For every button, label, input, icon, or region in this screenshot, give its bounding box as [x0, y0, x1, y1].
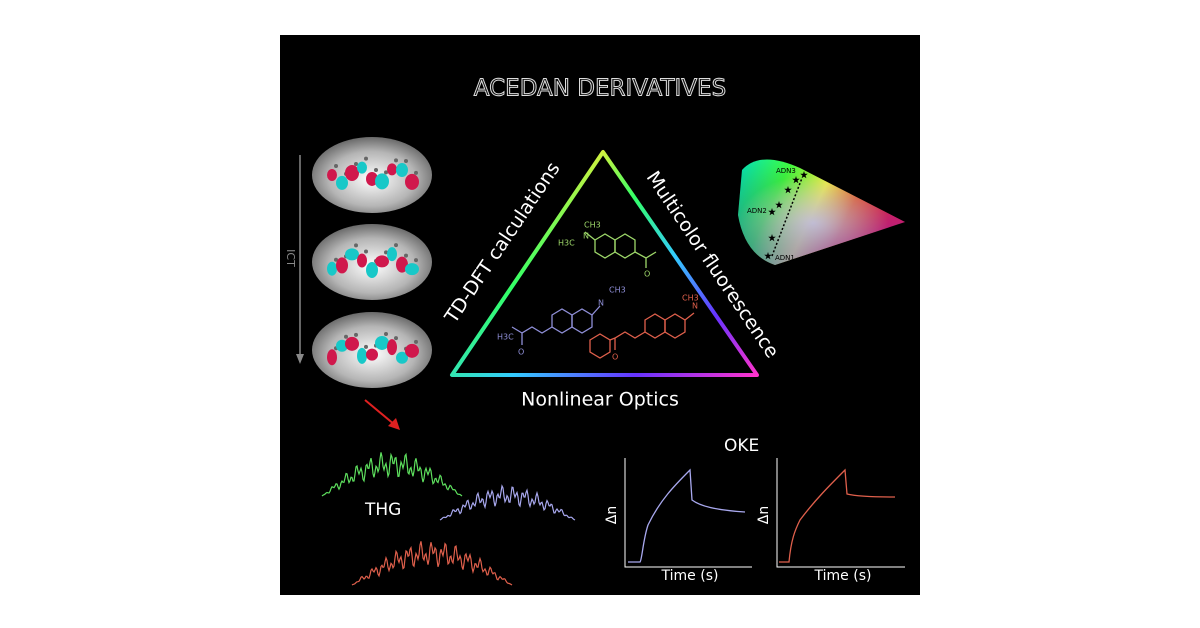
lobe: [357, 161, 367, 174]
lobe: [375, 173, 389, 190]
lobe: [336, 339, 348, 352]
lobe: [345, 164, 359, 181]
atom: H3C: [497, 333, 514, 342]
lobe: [366, 261, 378, 278]
cie-blue: [738, 159, 905, 265]
cie-arrow: [771, 177, 803, 257]
red-arrow: [364, 399, 396, 426]
star: [800, 171, 808, 179]
lobe: [357, 347, 367, 364]
orbitals: [312, 137, 432, 388]
cie-label: ADN2: [747, 207, 767, 215]
lobe: [345, 336, 359, 351]
atom-ball: [354, 243, 358, 248]
atom-ball: [354, 332, 358, 337]
lobe: [396, 351, 408, 364]
lobe: [327, 169, 337, 181]
lobe: [405, 343, 419, 358]
atom-ball: [394, 158, 398, 163]
atom-ball: [344, 334, 348, 339]
lobe: [375, 255, 389, 268]
cie-label: ADN3: [776, 167, 796, 175]
wave: [321, 452, 463, 497]
oke-curve-1: [628, 468, 746, 563]
atom-ball: [384, 331, 388, 336]
atom-ball: [334, 257, 338, 262]
oke-x-label: Time (s): [814, 568, 872, 584]
wave: [351, 541, 513, 586]
atom: N: [598, 299, 604, 308]
atom-ball: [364, 249, 368, 254]
atom-ball: [414, 170, 418, 175]
atom: O: [612, 353, 618, 362]
lobe: [366, 348, 378, 361]
triangle-bottom-label: Nonlinear Optics: [521, 389, 679, 411]
molecule-1: [584, 231, 657, 268]
thg-waves: [321, 452, 576, 586]
thg-label: THG: [364, 500, 401, 520]
atom-ball: [394, 336, 398, 341]
lobe: [366, 171, 378, 186]
atom-ball: [414, 258, 418, 263]
atom-ball: [404, 253, 408, 258]
lobe: [396, 163, 408, 178]
atom-ball: [364, 344, 368, 349]
atom: O: [518, 348, 524, 357]
atom: O: [644, 270, 650, 279]
star: [792, 176, 800, 184]
ict-arrow-head: [296, 354, 304, 364]
atom: N: [583, 232, 589, 241]
star: [784, 186, 792, 194]
atom-ball: [384, 250, 388, 255]
atom: CH3: [584, 221, 601, 230]
lobe: [336, 257, 348, 274]
lobe: [387, 247, 397, 262]
lobe: [387, 163, 397, 176]
atom-ball: [334, 164, 338, 168]
lobe: [375, 335, 389, 350]
atom-ball: [364, 156, 368, 161]
lobe: [357, 253, 367, 268]
molecule-2: [511, 305, 601, 345]
cie-label: ADN1: [775, 254, 795, 262]
oke-label: OKE: [724, 436, 759, 456]
atom: N: [692, 302, 698, 311]
triangle: [450, 150, 759, 377]
lobe: [327, 349, 337, 366]
title: ACEDAN DERIVATIVES: [474, 76, 726, 102]
atom-ball: [354, 161, 358, 166]
atom-ball: [384, 170, 388, 175]
atom: CH3: [609, 286, 626, 295]
atom-ball: [374, 167, 378, 172]
oke-y-label: Δn: [604, 506, 620, 524]
lobe: [336, 175, 348, 190]
atom-ball: [414, 339, 418, 344]
lobe: [345, 248, 359, 261]
wave: [439, 484, 576, 521]
oke-curve-2: [779, 468, 896, 563]
lobe: [405, 263, 419, 276]
atom: CH3: [682, 294, 699, 303]
ict-label: ICT: [284, 249, 297, 267]
oke-x-label: Time (s): [661, 568, 719, 584]
lobe: [327, 261, 337, 276]
star: [775, 201, 783, 209]
cie-stars: [764, 171, 808, 260]
lobe: [396, 256, 408, 273]
red-arrow-head: [388, 418, 400, 430]
lobe: [387, 339, 397, 356]
oke-y-label: Δn: [756, 506, 772, 524]
oke-axes: [624, 458, 905, 568]
star: [764, 252, 772, 260]
molecule-3: [589, 312, 695, 359]
atom: H3C: [558, 239, 575, 248]
star: [768, 234, 776, 242]
atom-ball: [394, 243, 398, 248]
atom-ball: [404, 159, 408, 164]
star: [768, 208, 776, 216]
lobe: [405, 173, 419, 190]
